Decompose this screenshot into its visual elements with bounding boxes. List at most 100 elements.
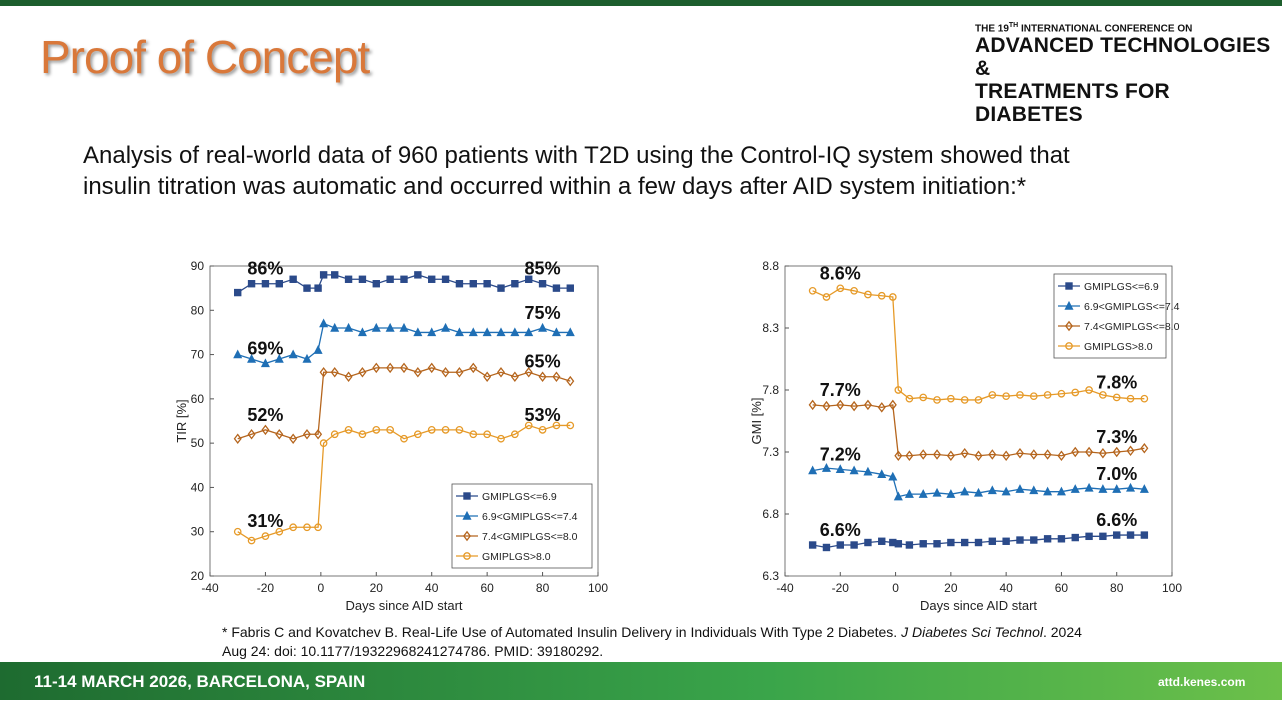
marker: [303, 523, 311, 532]
x-tick-label: 100: [1162, 581, 1182, 595]
marker: [261, 532, 270, 540]
marker: [974, 450, 983, 461]
marker: [319, 318, 329, 328]
marker: [877, 402, 886, 413]
marker: [247, 429, 256, 440]
x-tick-label: -40: [201, 581, 219, 595]
marker: [1140, 531, 1149, 539]
marker: [1112, 484, 1122, 493]
marker: [330, 322, 340, 332]
series-annotation: 7.2%: [820, 444, 861, 464]
marker: [275, 280, 283, 288]
series-line: [237, 424, 571, 542]
series-annotation: 65%: [525, 352, 561, 372]
marker: [1015, 484, 1025, 493]
marker: [1085, 386, 1093, 394]
marker: [314, 429, 323, 440]
marker: [289, 433, 298, 444]
marker: [808, 541, 817, 549]
marker: [905, 394, 914, 403]
slide-title: Proof of Concept: [40, 31, 370, 83]
y-tick-label: 30: [191, 525, 205, 539]
marker: [1112, 446, 1121, 458]
body-text: Analysis of real-world data of 960 patie…: [83, 142, 1070, 200]
marker: [1140, 394, 1149, 403]
legend-marker: [1064, 300, 1074, 310]
marker: [988, 449, 997, 460]
y-axis-label: GMI [%]: [749, 398, 764, 445]
marker: [524, 367, 533, 378]
marker: [414, 271, 422, 279]
marker: [496, 367, 506, 378]
marker: [933, 540, 941, 548]
y-tick-label: 7.3: [762, 445, 779, 459]
legend-marker: [462, 510, 472, 520]
marker: [1043, 486, 1053, 496]
series-annotation: 7.8%: [1096, 372, 1137, 392]
marker: [313, 345, 323, 354]
series-annotation: 86%: [247, 259, 283, 279]
marker: [1112, 393, 1121, 402]
marker: [483, 371, 492, 382]
series-annotation: 7.3%: [1096, 427, 1137, 447]
marker: [319, 271, 328, 279]
marker: [836, 399, 845, 411]
marker: [247, 536, 256, 545]
series-annotation: 69%: [247, 338, 283, 358]
series-annotation: 8.6%: [820, 263, 861, 283]
marker: [1043, 535, 1052, 543]
series-annotation: 52%: [247, 405, 283, 425]
marker: [1126, 445, 1135, 457]
legend-label: 7.4<GMIPLGS<=8.0: [1084, 321, 1180, 333]
marker: [524, 327, 534, 337]
marker: [427, 327, 437, 337]
marker: [1016, 536, 1024, 544]
marker: [552, 284, 561, 292]
marker: [1029, 449, 1038, 460]
y-tick-label: 8.3: [762, 321, 779, 335]
marker: [302, 429, 312, 440]
marker: [877, 291, 886, 300]
marker: [247, 280, 256, 288]
legend-label: GMIPLGS>8.0: [482, 551, 551, 563]
marker: [344, 275, 353, 283]
marker: [1084, 482, 1094, 492]
marker: [330, 367, 339, 378]
legend-marker: [1065, 342, 1073, 350]
legend-marker: [1065, 282, 1073, 290]
marker: [960, 538, 969, 547]
marker: [974, 538, 983, 547]
marker: [1070, 484, 1080, 493]
marker: [877, 469, 887, 479]
marker: [538, 371, 547, 382]
marker: [441, 426, 450, 434]
conference-line: TREATMENTS FOR DIABETES: [975, 80, 1170, 127]
marker: [988, 391, 997, 399]
marker: [372, 362, 381, 374]
marker: [275, 527, 284, 536]
marker: [1071, 446, 1080, 458]
marker: [372, 280, 380, 288]
marker: [1126, 394, 1135, 403]
y-tick-label: 50: [191, 436, 205, 450]
marker: [524, 421, 533, 430]
marker: [468, 327, 478, 337]
y-tick-label: 90: [191, 259, 205, 273]
legend-marker: [462, 530, 472, 542]
marker: [302, 353, 312, 363]
marker: [888, 293, 897, 301]
marker: [1001, 486, 1011, 496]
legend-marker: [463, 492, 471, 500]
y-tick-label: 40: [191, 480, 205, 494]
conference-logo: THE 19TH INTERNATIONAL CONFERENCE ON ADV…: [975, 22, 1282, 126]
x-tick-label: 20: [944, 581, 958, 595]
marker: [566, 375, 575, 387]
marker: [303, 284, 311, 292]
marker: [888, 471, 898, 481]
marker: [331, 271, 339, 279]
marker: [960, 447, 969, 459]
marker: [1140, 443, 1149, 454]
marker: [1043, 449, 1052, 460]
x-tick-label: 80: [1110, 581, 1124, 595]
marker: [808, 399, 817, 411]
